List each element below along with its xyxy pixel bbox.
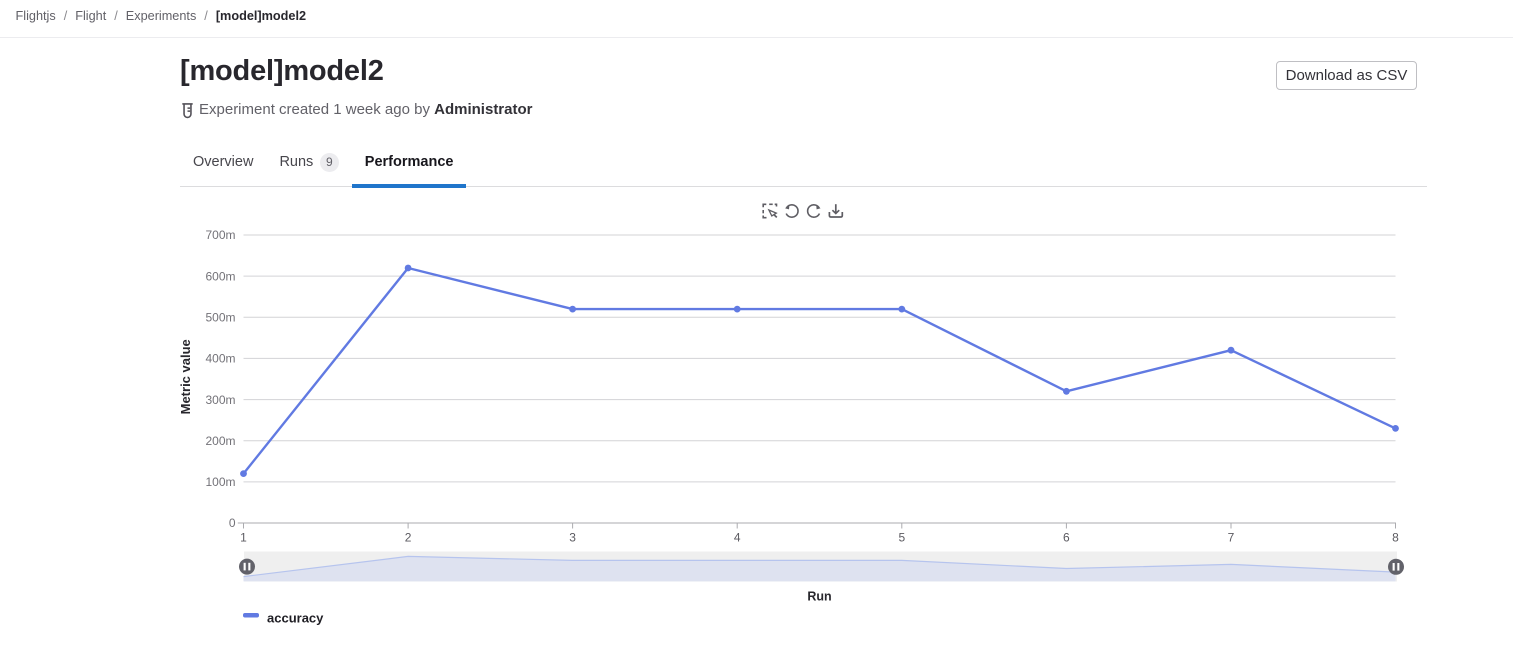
svg-text:1: 1 [240, 531, 247, 545]
svg-text:5: 5 [898, 531, 905, 545]
svg-text:4: 4 [734, 531, 741, 545]
svg-text:300m: 300m [205, 393, 235, 407]
svg-text:Metric value: Metric value [180, 339, 193, 414]
svg-text:200m: 200m [205, 434, 235, 448]
svg-text:3: 3 [569, 531, 576, 545]
svg-text:7: 7 [1228, 531, 1235, 545]
svg-text:500m: 500m [205, 311, 235, 325]
svg-text:Run: Run [807, 590, 831, 604]
svg-text:8: 8 [1392, 531, 1399, 545]
svg-text:0: 0 [229, 516, 236, 530]
svg-text:accuracy: accuracy [267, 610, 324, 625]
svg-text:6: 6 [1063, 531, 1070, 545]
svg-text:100m: 100m [205, 475, 235, 489]
svg-text:600m: 600m [205, 269, 235, 283]
svg-text:700m: 700m [205, 228, 235, 242]
svg-text:2: 2 [405, 531, 412, 545]
svg-text:400m: 400m [205, 352, 235, 366]
